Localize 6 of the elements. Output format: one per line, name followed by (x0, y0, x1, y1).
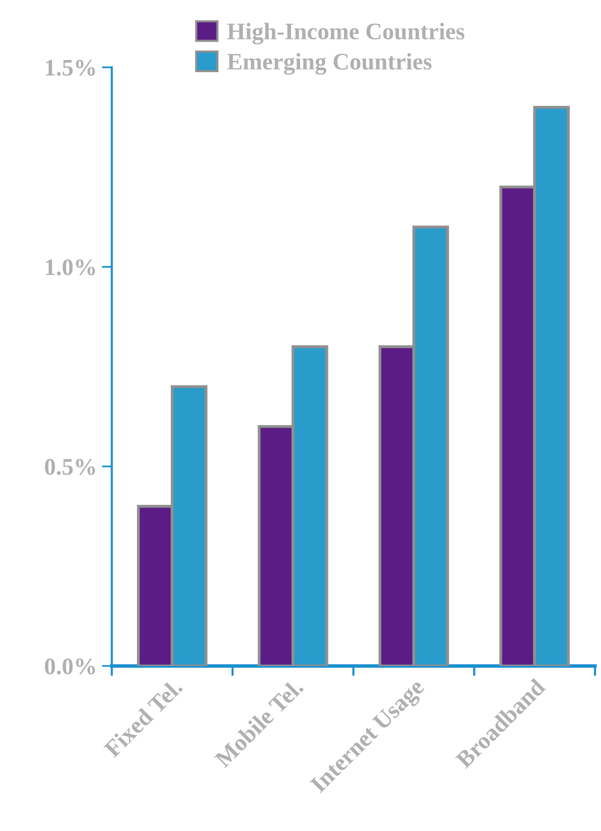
y-tick-label: 0.5% (44, 458, 95, 475)
y-tick-label: 1.0% (46, 259, 95, 276)
y-tick-label: 1.5% (46, 60, 95, 76)
legend-label: High-Income Countries (227, 22, 464, 44)
y-tick-label: 0.0% (44, 658, 95, 674)
legend-label: Emerging Countries (227, 53, 432, 75)
